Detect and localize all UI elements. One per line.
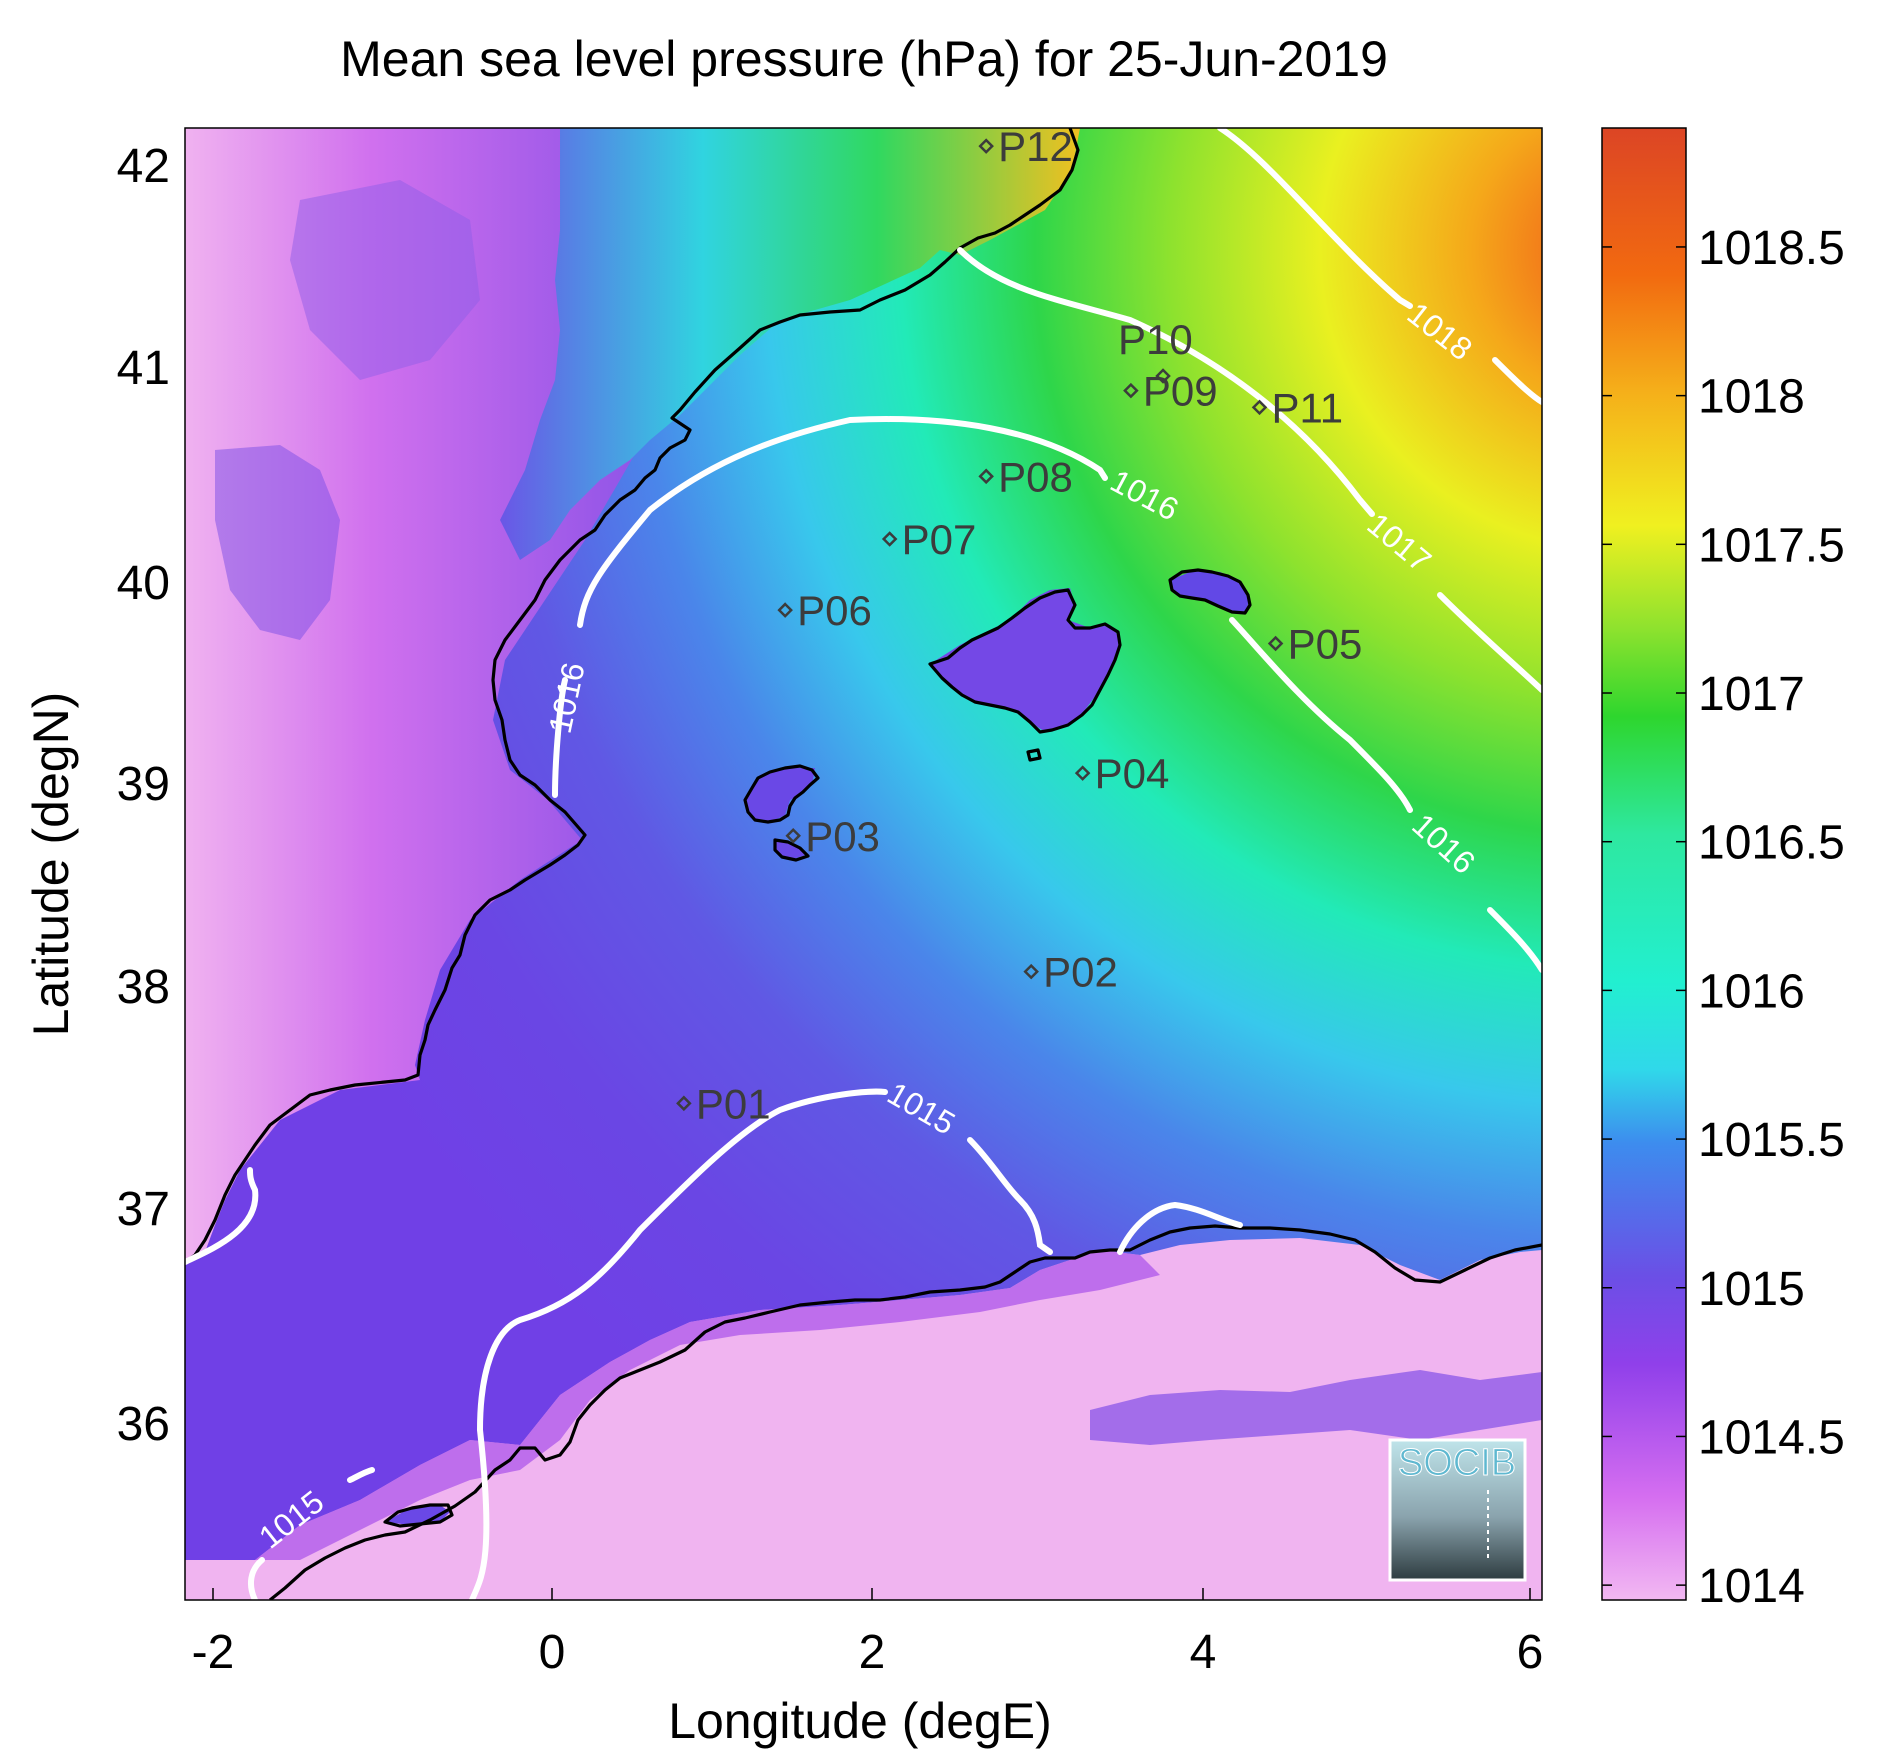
coastline xyxy=(185,128,1542,1600)
station-label-p05: P05 xyxy=(1288,621,1363,668)
x-tick-label: -2 xyxy=(192,1626,235,1679)
coastline-iberia xyxy=(185,128,1080,1264)
colorbar-tick-label: 1016 xyxy=(1698,965,1805,1018)
socib-logo: SOCIB xyxy=(1388,1438,1527,1582)
colorbar-tick-label: 1014 xyxy=(1698,1560,1805,1613)
station-marker-p07 xyxy=(881,531,898,547)
island-alboran-land xyxy=(385,1505,450,1525)
station-marker-p06 xyxy=(777,602,793,618)
isobar-1016-north xyxy=(552,416,1542,973)
land-catalonia xyxy=(500,128,1080,560)
land-north-africa-band xyxy=(255,1250,1160,1560)
station-label-p02: P02 xyxy=(1043,949,1118,996)
x-axis: -2 0 2 4 6 xyxy=(192,1588,1544,1679)
map-frame xyxy=(184,127,1543,1601)
coastline-cabrera xyxy=(1026,748,1042,762)
station-marker-p03 xyxy=(785,828,801,844)
land-feature-mid-patch xyxy=(290,180,480,380)
x-tick-label: 2 xyxy=(859,1626,886,1679)
colorbar-gradient xyxy=(1601,127,1687,1601)
x-tick-label: 0 xyxy=(539,1626,566,1679)
isobar-1015-west xyxy=(185,1167,259,1265)
station-marker-p12 xyxy=(978,138,994,154)
colorbar: 1014 1014.5 1015 1015.5 1016 1016.5 1017 1017.5… xyxy=(1601,127,1845,1613)
land-feature-atlas xyxy=(1090,1370,1542,1445)
coastline-menorca xyxy=(1168,568,1252,615)
colorbar-tick-label: 1017 xyxy=(1698,668,1805,721)
land-north-africa xyxy=(185,1238,1542,1600)
coastline-alboran xyxy=(383,1503,454,1528)
station-label-p11: P11 xyxy=(1272,384,1344,431)
island-ibiza-land xyxy=(745,768,815,822)
isobar-1015-south xyxy=(469,1088,1243,1600)
y-tick-label: 39 xyxy=(117,758,170,811)
station-label-p09: P09 xyxy=(1143,368,1218,415)
colorbar-tick-label: 1018.5 xyxy=(1698,222,1845,275)
station-marker-p08 xyxy=(978,468,994,485)
colorbar-tick-label: 1014.5 xyxy=(1698,1411,1845,1464)
y-tick-label: 37 xyxy=(117,1183,170,1236)
x-tick-label: 4 xyxy=(1190,1626,1217,1679)
x-tick-label: 6 xyxy=(1517,1626,1544,1679)
station-label-p03: P03 xyxy=(805,813,880,860)
colorbar-tick-label: 1018 xyxy=(1698,371,1805,424)
land-iberia xyxy=(185,128,935,1265)
socib-logo-text: SOCIB xyxy=(1398,1442,1516,1484)
colorbar-tick-label: 1015 xyxy=(1698,1263,1805,1316)
y-tick-label: 41 xyxy=(117,342,170,395)
colorbar-tick-label: 1016.5 xyxy=(1698,817,1845,870)
island-menorca-land xyxy=(1170,570,1250,612)
y-tick-label: 42 xyxy=(117,140,170,193)
coastline-formentera xyxy=(773,838,810,862)
station-marker-p02 xyxy=(1023,963,1039,980)
island-formentera-land xyxy=(775,838,805,860)
y-axis-label: Latitude (degN) xyxy=(23,692,79,1037)
y-tick-label: 36 xyxy=(117,1398,170,1451)
coastline-ibiza xyxy=(743,764,820,824)
isobars xyxy=(185,128,1542,1600)
station-label-p10: P10 xyxy=(1118,316,1193,363)
station-label-p12: P12 xyxy=(998,123,1073,170)
land-feature-west-patch xyxy=(215,445,340,640)
station-marker-p10 xyxy=(1155,368,1171,384)
colorbar-tick-label: 1015.5 xyxy=(1698,1114,1845,1167)
station-marker-p04 xyxy=(1074,765,1091,781)
y-axis: 42 41 40 39 38 37 36 xyxy=(117,140,170,1451)
y-tick-label: 38 xyxy=(117,961,170,1014)
coastline-mallorca xyxy=(928,588,1122,734)
chart-title: Mean sea level pressure (hPa) for 25-Jun… xyxy=(340,31,1388,87)
y-tick-label: 40 xyxy=(117,557,170,610)
isobar-1017 xyxy=(957,247,1542,693)
colorbar-tick-label: 1017.5 xyxy=(1698,519,1845,572)
isobar-1018 xyxy=(1217,128,1542,405)
station-label-p01: P01 xyxy=(696,1080,771,1127)
x-axis-label: Longitude (degE) xyxy=(668,1693,1052,1749)
station-marker-p05 xyxy=(1267,635,1284,652)
socib-logo-frame xyxy=(1388,1438,1527,1582)
isobar-1015-sw xyxy=(247,1467,375,1600)
station-marker-p11 xyxy=(1251,399,1268,416)
station-label-p07: P07 xyxy=(902,516,977,563)
stations-layer: P01 P02 P03 P04 P05 P06 P07 P08 P09 P10 P11 P12 xyxy=(676,123,1363,1127)
station-label-p04: P04 xyxy=(1095,750,1170,797)
map-panel: 1018 1017 1016 1016 1016 1015 1015 P01P0… xyxy=(185,123,1542,1600)
coastline-north-africa xyxy=(269,1224,1542,1600)
colorbar-ticks: 1014 1014.5 1015 1015.5 1016 1016.5 1017 1017.5… xyxy=(1602,222,1845,1613)
station-marker-p09 xyxy=(1123,382,1139,399)
station-label-p08: P08 xyxy=(998,453,1073,500)
station-label-p06: P06 xyxy=(797,587,872,634)
station-marker-p01 xyxy=(676,1095,692,1112)
